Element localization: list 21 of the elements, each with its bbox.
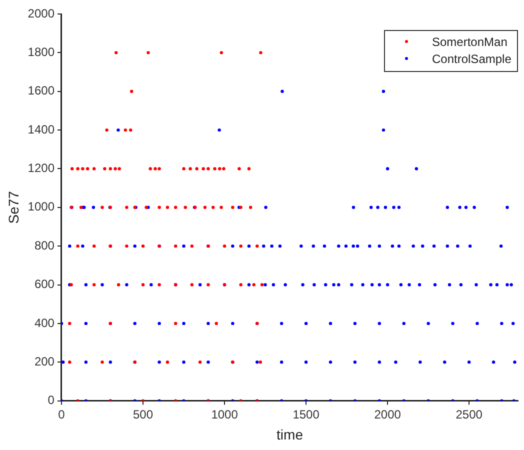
y-tick-label: 0 [48,393,55,408]
x-tick-label: 1500 [292,407,320,422]
y-axis-title: Se77 [5,190,22,224]
y-tick-label: 1200 [28,161,55,176]
x-tick-label: 500 [133,407,154,422]
y-tick-label: 200 [34,354,55,368]
x-axis-title: time [276,426,304,442]
y-tick-label: 2000 [28,6,55,20]
x-tick-label: 1000 [211,407,238,422]
y-tick-label: 1400 [28,122,55,136]
y-tick-label: 1600 [28,84,55,98]
y-tick-label: 1000 [28,200,55,214]
y-tick-label: 600 [34,277,55,292]
legend-label: SomertonMan [432,35,508,49]
y-tick-label: 1800 [28,44,55,59]
y-tick-label: 800 [34,238,55,252]
x-tick-label: 0 [58,407,66,422]
x-tick-label: 2000 [374,407,402,422]
y-tick-label: 400 [34,316,55,330]
x-tick-label: 2500 [456,407,483,422]
legend-label: ControlSample [432,52,512,66]
